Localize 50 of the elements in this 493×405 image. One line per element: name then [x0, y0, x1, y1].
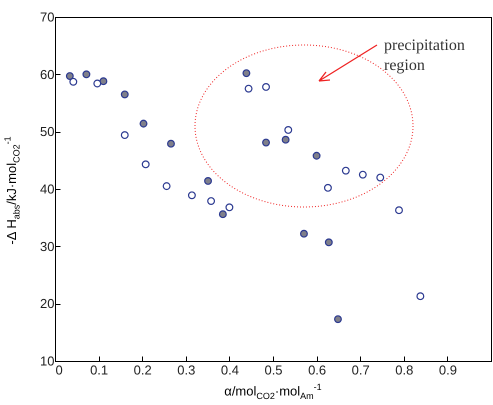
- point: [140, 120, 148, 128]
- point: [242, 69, 250, 78]
- point: [416, 292, 424, 300]
- x-tick-label: 0.2: [134, 362, 152, 378]
- point: [120, 90, 129, 98]
- point: [188, 191, 196, 200]
- y-tick-label: 70: [40, 10, 54, 24]
- x-tick-label: 0.3: [177, 362, 196, 378]
- point: [324, 184, 332, 192]
- point: [66, 72, 74, 80]
- point: [334, 315, 342, 324]
- y-tick-label: 30: [40, 238, 54, 254]
- point: [167, 140, 175, 148]
- point: [358, 170, 367, 179]
- point: [312, 152, 321, 160]
- point: [282, 136, 290, 144]
- x-tick-label: 0.1: [90, 362, 108, 378]
- point: [300, 230, 308, 238]
- point: [162, 182, 171, 190]
- y-tick-label: 10: [40, 354, 54, 368]
- point: [244, 84, 253, 93]
- point: [218, 210, 227, 218]
- point: [93, 80, 102, 88]
- y-tick-label: 50: [40, 124, 54, 140]
- point: [204, 177, 212, 185]
- x-tick-label: 0.5: [264, 362, 283, 378]
- x-tick-label: 0: [56, 362, 63, 378]
- y-tick-label: 20: [40, 296, 54, 312]
- point: [324, 238, 333, 246]
- point: [284, 126, 292, 134]
- point: [262, 138, 270, 147]
- x-tick-label: 0.4: [220, 362, 239, 378]
- x-tick-label: 0.9: [438, 362, 457, 378]
- point: [376, 174, 384, 182]
- point: [395, 206, 403, 214]
- point: [225, 203, 234, 212]
- y-tick-label: 60: [40, 66, 54, 82]
- point: [120, 131, 129, 140]
- annotation: precipitation region: [384, 36, 466, 76]
- x-tick-label: 0.6: [308, 362, 326, 378]
- point: [99, 77, 108, 86]
- y-tick-label: 40: [40, 182, 54, 196]
- point: [262, 83, 270, 91]
- point: [142, 160, 150, 168]
- x-tick-label: 0.8: [395, 362, 414, 378]
- point: [82, 70, 90, 78]
- point: [342, 166, 350, 175]
- x-tick-label: 0.7: [352, 362, 370, 378]
- point: [69, 78, 78, 86]
- point: [207, 197, 216, 205]
